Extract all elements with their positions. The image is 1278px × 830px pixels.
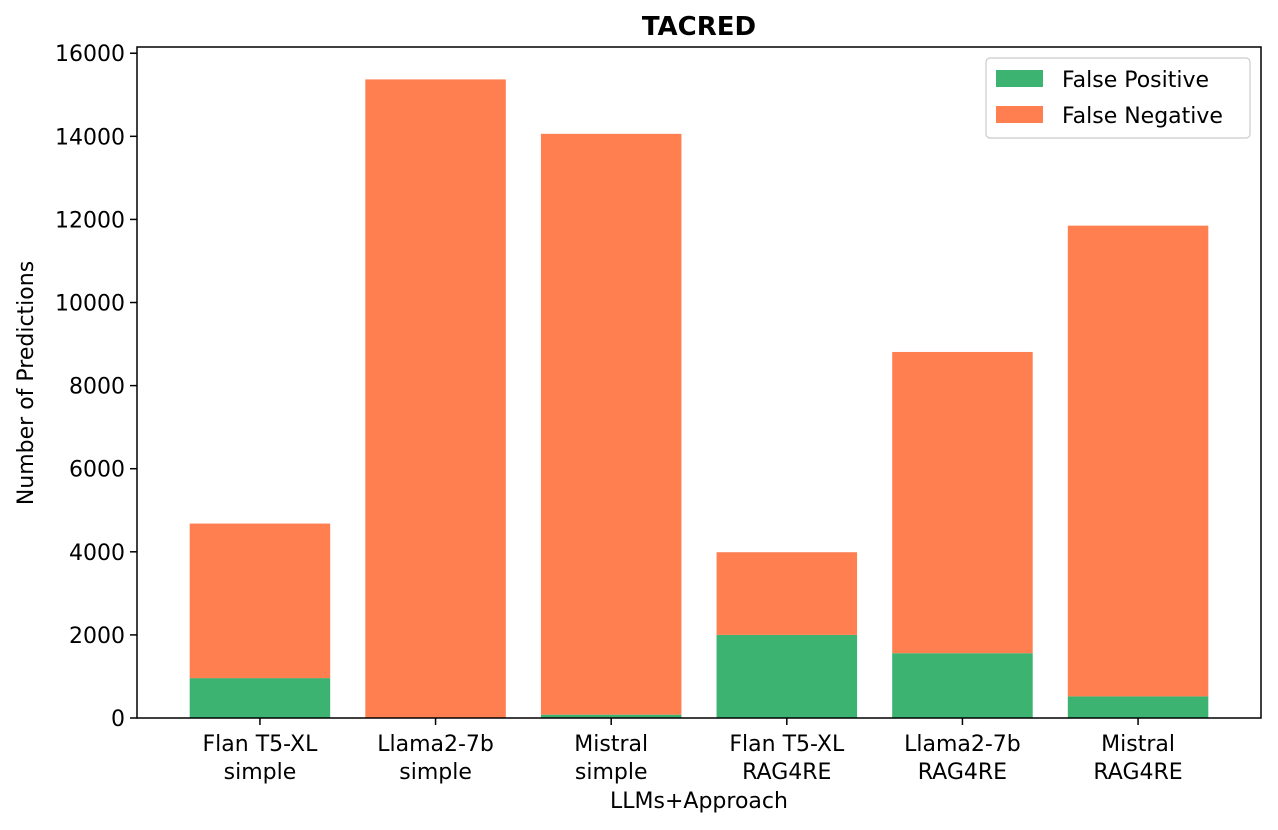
- legend-swatch-false-negative: [996, 106, 1043, 123]
- y-tick-label: 12000: [55, 208, 125, 233]
- legend-swatch-false-positive: [996, 70, 1043, 87]
- x-tick-label: Flan T5-XL simple: [203, 732, 319, 785]
- bar-false-negative-1: [365, 79, 506, 718]
- y-tick-label: 0: [111, 707, 125, 732]
- bar-false-negative-3: [716, 552, 858, 635]
- x-tick-label: Mistral RAG4RE: [1093, 732, 1182, 785]
- x-tick-label: Llama2-7b RAG4RE: [904, 732, 1021, 785]
- bar-false-negative-2: [540, 133, 682, 715]
- y-tick-label: 10000: [55, 292, 125, 317]
- bars-group: [189, 79, 1209, 718]
- y-tick-label: 14000: [55, 125, 125, 150]
- bar-false-negative-5: [1067, 225, 1209, 697]
- bar-false-negative-4: [892, 351, 1033, 654]
- y-axis: 0 2000 4000 6000 8000 10000 12000 14000 16000: [55, 42, 137, 732]
- y-tick-label: 16000: [55, 42, 125, 67]
- chart-title: TACRED: [642, 12, 756, 42]
- legend-label-false-positive: False Positive: [1062, 68, 1209, 93]
- y-tick-label: 6000: [69, 458, 125, 483]
- bar-false-positive-2: [540, 714, 682, 718]
- legend: False Positive False Negative: [985, 57, 1251, 139]
- bar-false-negative-0: [189, 523, 331, 679]
- legend-box: [985, 57, 1251, 139]
- y-axis-label: Number of Predictions: [14, 261, 39, 505]
- x-tick-label: Flan T5-XL RAG4RE: [729, 732, 845, 785]
- x-tick-label: Mistral simple: [574, 732, 648, 785]
- y-tick-label: 8000: [69, 375, 125, 400]
- y-tick-label: 4000: [69, 541, 125, 566]
- legend-label-false-negative: False Negative: [1062, 104, 1223, 129]
- x-axis-label: LLMs+Approach: [610, 789, 788, 814]
- bar-false-positive-5: [1067, 696, 1209, 718]
- y-tick-label: 2000: [69, 624, 125, 649]
- plot-frame: [136, 46, 1262, 719]
- x-tick-label: Llama2-7b simple: [377, 732, 494, 785]
- bar-false-positive-0: [189, 678, 331, 718]
- bar-false-positive-3: [716, 634, 858, 718]
- x-axis: Flan T5-XL simple Llama2-7b simple Mistral si…: [203, 718, 1183, 785]
- bar-false-positive-4: [892, 653, 1033, 718]
